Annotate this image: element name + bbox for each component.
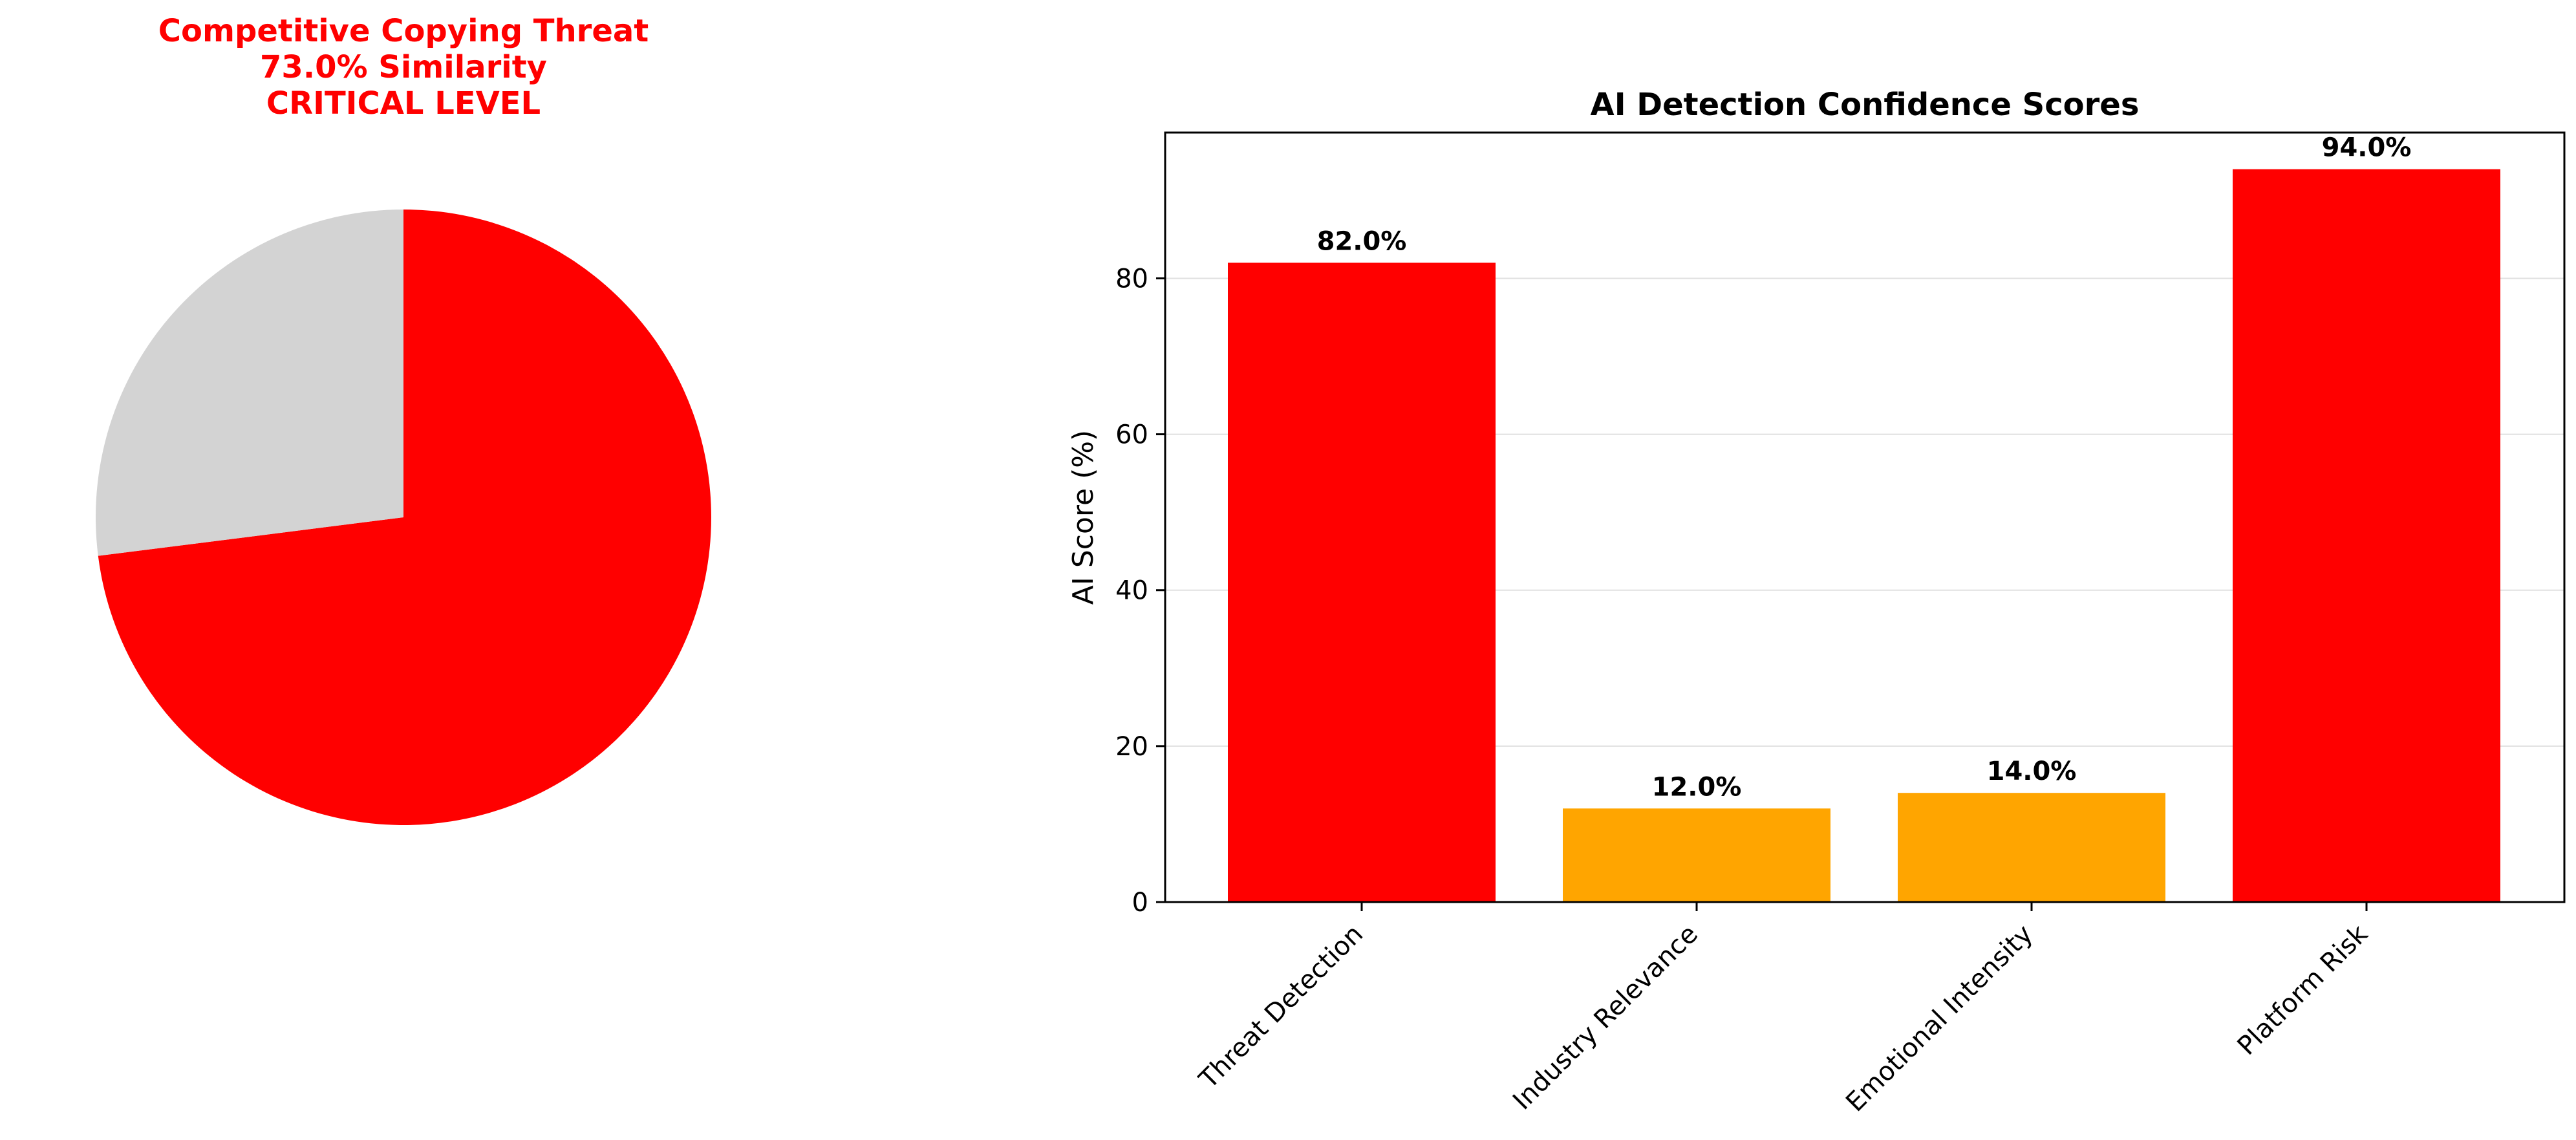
value-labels: 82.0% 12.0% 14.0% 94.0% <box>1317 133 2412 802</box>
bar <box>2233 169 2500 903</box>
bar-value-label: 82.0% <box>1317 226 1407 256</box>
bar <box>1898 793 2165 902</box>
y-tick-label: 80 <box>1115 264 1148 294</box>
y-tick-label: 60 <box>1115 420 1148 450</box>
y-axis-label: AI Score (%) <box>1067 430 1100 605</box>
bars <box>1228 169 2500 903</box>
pie-slice-2 <box>95 210 403 556</box>
bar-value-label: 12.0% <box>1652 772 1742 802</box>
bar <box>1563 808 1830 902</box>
bar-value-label: 94.0% <box>2322 133 2412 163</box>
y-tick-label: 40 <box>1115 576 1148 606</box>
pie-slice-1 <box>98 210 711 825</box>
pie-title-line-1: Competitive Copying Threat <box>158 13 649 49</box>
pie-title-line-2: 73.0% Similarity <box>260 49 547 85</box>
y-axis-ticks: 0 20 40 60 80 <box>1115 264 1165 918</box>
bar <box>1228 263 1496 902</box>
pie-chart: Competitive Copying Threat 73.0% Similar… <box>95 13 711 825</box>
plot-frame <box>1164 131 2566 903</box>
pie-slices <box>95 210 711 825</box>
bar-value-label: 14.0% <box>1987 757 2077 786</box>
pie-title-line-3: CRITICAL LEVEL <box>266 85 541 122</box>
y-tick-label: 0 <box>1132 888 1148 918</box>
bar-chart-title: AI Detection Confidence Scores <box>1591 87 2140 123</box>
y-tick-label: 20 <box>1115 732 1148 762</box>
